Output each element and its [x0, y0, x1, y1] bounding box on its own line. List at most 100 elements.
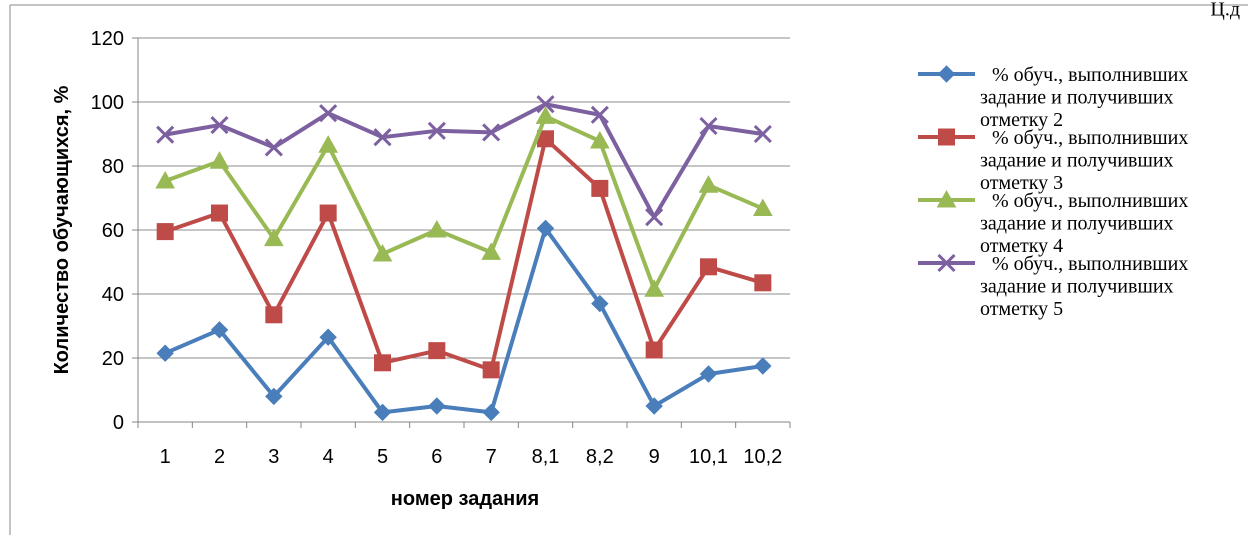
data-point: [535, 106, 556, 124]
legend-label-line: % обуч., выполнивших: [992, 64, 1188, 86]
y-tick-labels: 0 20 40 60 80 100 120: [91, 28, 124, 434]
x-axis-title: номер задания: [391, 488, 539, 510]
data-point: [373, 128, 392, 147]
legend-label-line: отметку 5: [980, 298, 1063, 320]
data-point: [591, 179, 609, 197]
legend-label-line: задание и получивших: [980, 150, 1174, 172]
data-point: [754, 357, 772, 375]
data-point: [265, 306, 283, 324]
y-tick-label: 40: [102, 284, 124, 306]
legend-label-line: % обуч., выполнивших: [992, 253, 1188, 275]
data-point: [590, 105, 609, 124]
x-tick-label: 7: [486, 446, 497, 468]
legend-swatch-marker: [937, 65, 956, 83]
data-point: [319, 328, 337, 346]
y-tick-label: 120: [91, 28, 124, 50]
x-tick-label: 6: [431, 446, 442, 468]
data-point: [482, 403, 500, 422]
y-tick-label: 80: [102, 156, 124, 178]
x-tick-label: 8,2: [586, 446, 614, 468]
data-point: [210, 321, 229, 339]
y-tick-label: 0: [113, 412, 124, 434]
data-point: [428, 397, 446, 415]
x-tick-label: 1: [160, 446, 171, 468]
x-tick-labels: 1 2 3 4 5 6 7 8,1 8,2 9 10,1 10,2: [160, 446, 783, 468]
y-tick-label: 20: [102, 348, 124, 370]
data-point: [155, 171, 176, 189]
x-tick-label: 4: [323, 446, 334, 468]
data-point: [699, 365, 718, 383]
legend-label-line: задание и получивших: [980, 87, 1174, 109]
data-point: [482, 361, 500, 379]
data-point: [644, 279, 665, 297]
x-tick-label: 10,2: [743, 446, 782, 468]
data-point: [372, 243, 393, 262]
data-point: [156, 125, 175, 144]
y-tick-label: 60: [102, 220, 124, 242]
x-tick-label: 10,1: [689, 446, 728, 468]
data-point: [319, 104, 338, 123]
legend-label-line: задание и получивших: [980, 276, 1174, 298]
x-tick-label: 8,1: [532, 446, 560, 468]
series-group: [155, 95, 773, 422]
x-marker-stroke: [753, 124, 772, 144]
x-marker-stroke: [319, 104, 338, 123]
data-point: [318, 135, 339, 153]
data-point: [645, 397, 663, 415]
data-point: [265, 387, 283, 406]
y-tick-label: 100: [91, 92, 124, 114]
legend-label-line: отметку 4: [980, 235, 1063, 257]
data-point: [156, 344, 174, 362]
data-point: [264, 138, 283, 157]
data-point: [753, 124, 772, 144]
x-tick-label: 9: [649, 446, 660, 468]
series-line-4: [164, 102, 764, 220]
data-point: [482, 123, 501, 142]
gridlines: [132, 37, 791, 428]
data-point: [263, 228, 284, 247]
x-marker-stroke: [590, 105, 609, 124]
data-point: [589, 131, 610, 149]
series-2: [156, 130, 772, 379]
legend-label-line: отметку 3: [980, 172, 1063, 194]
data-point: [210, 115, 229, 135]
legend-label-line: отметку 2: [980, 109, 1063, 131]
data-point: [700, 258, 717, 276]
data-point: [426, 219, 447, 238]
data-point: [645, 208, 664, 227]
x-marker-stroke: [264, 138, 283, 157]
legend-swatch-marker: [937, 253, 956, 273]
data-point: [211, 204, 228, 222]
data-point: [373, 403, 392, 422]
data-point: [156, 223, 174, 241]
data-point: [752, 198, 773, 217]
data-point: [591, 294, 609, 313]
data-point: [374, 354, 391, 372]
data-point: [209, 151, 230, 169]
data-point: [698, 175, 719, 193]
legend-swatch-marker: [936, 189, 957, 208]
x-marker-stroke: [937, 253, 956, 273]
series-3: [155, 106, 773, 297]
x-marker-stroke: [210, 115, 229, 135]
data-point: [645, 341, 663, 359]
legend-swatch-marker: [938, 128, 955, 146]
data-point: [754, 274, 772, 292]
legend-label-line: задание и получивших: [980, 213, 1174, 235]
data-point: [427, 121, 446, 140]
data-point: [319, 204, 337, 222]
series-line-1: [164, 226, 764, 415]
y-axis-title: Количество обучающихся, %: [51, 85, 73, 374]
data-point: [699, 116, 718, 136]
x-marker-stroke: [156, 125, 175, 144]
series-4: [156, 95, 772, 227]
x-marker-stroke: [699, 116, 718, 136]
x-marker-stroke: [645, 208, 664, 227]
data-point: [481, 242, 502, 260]
